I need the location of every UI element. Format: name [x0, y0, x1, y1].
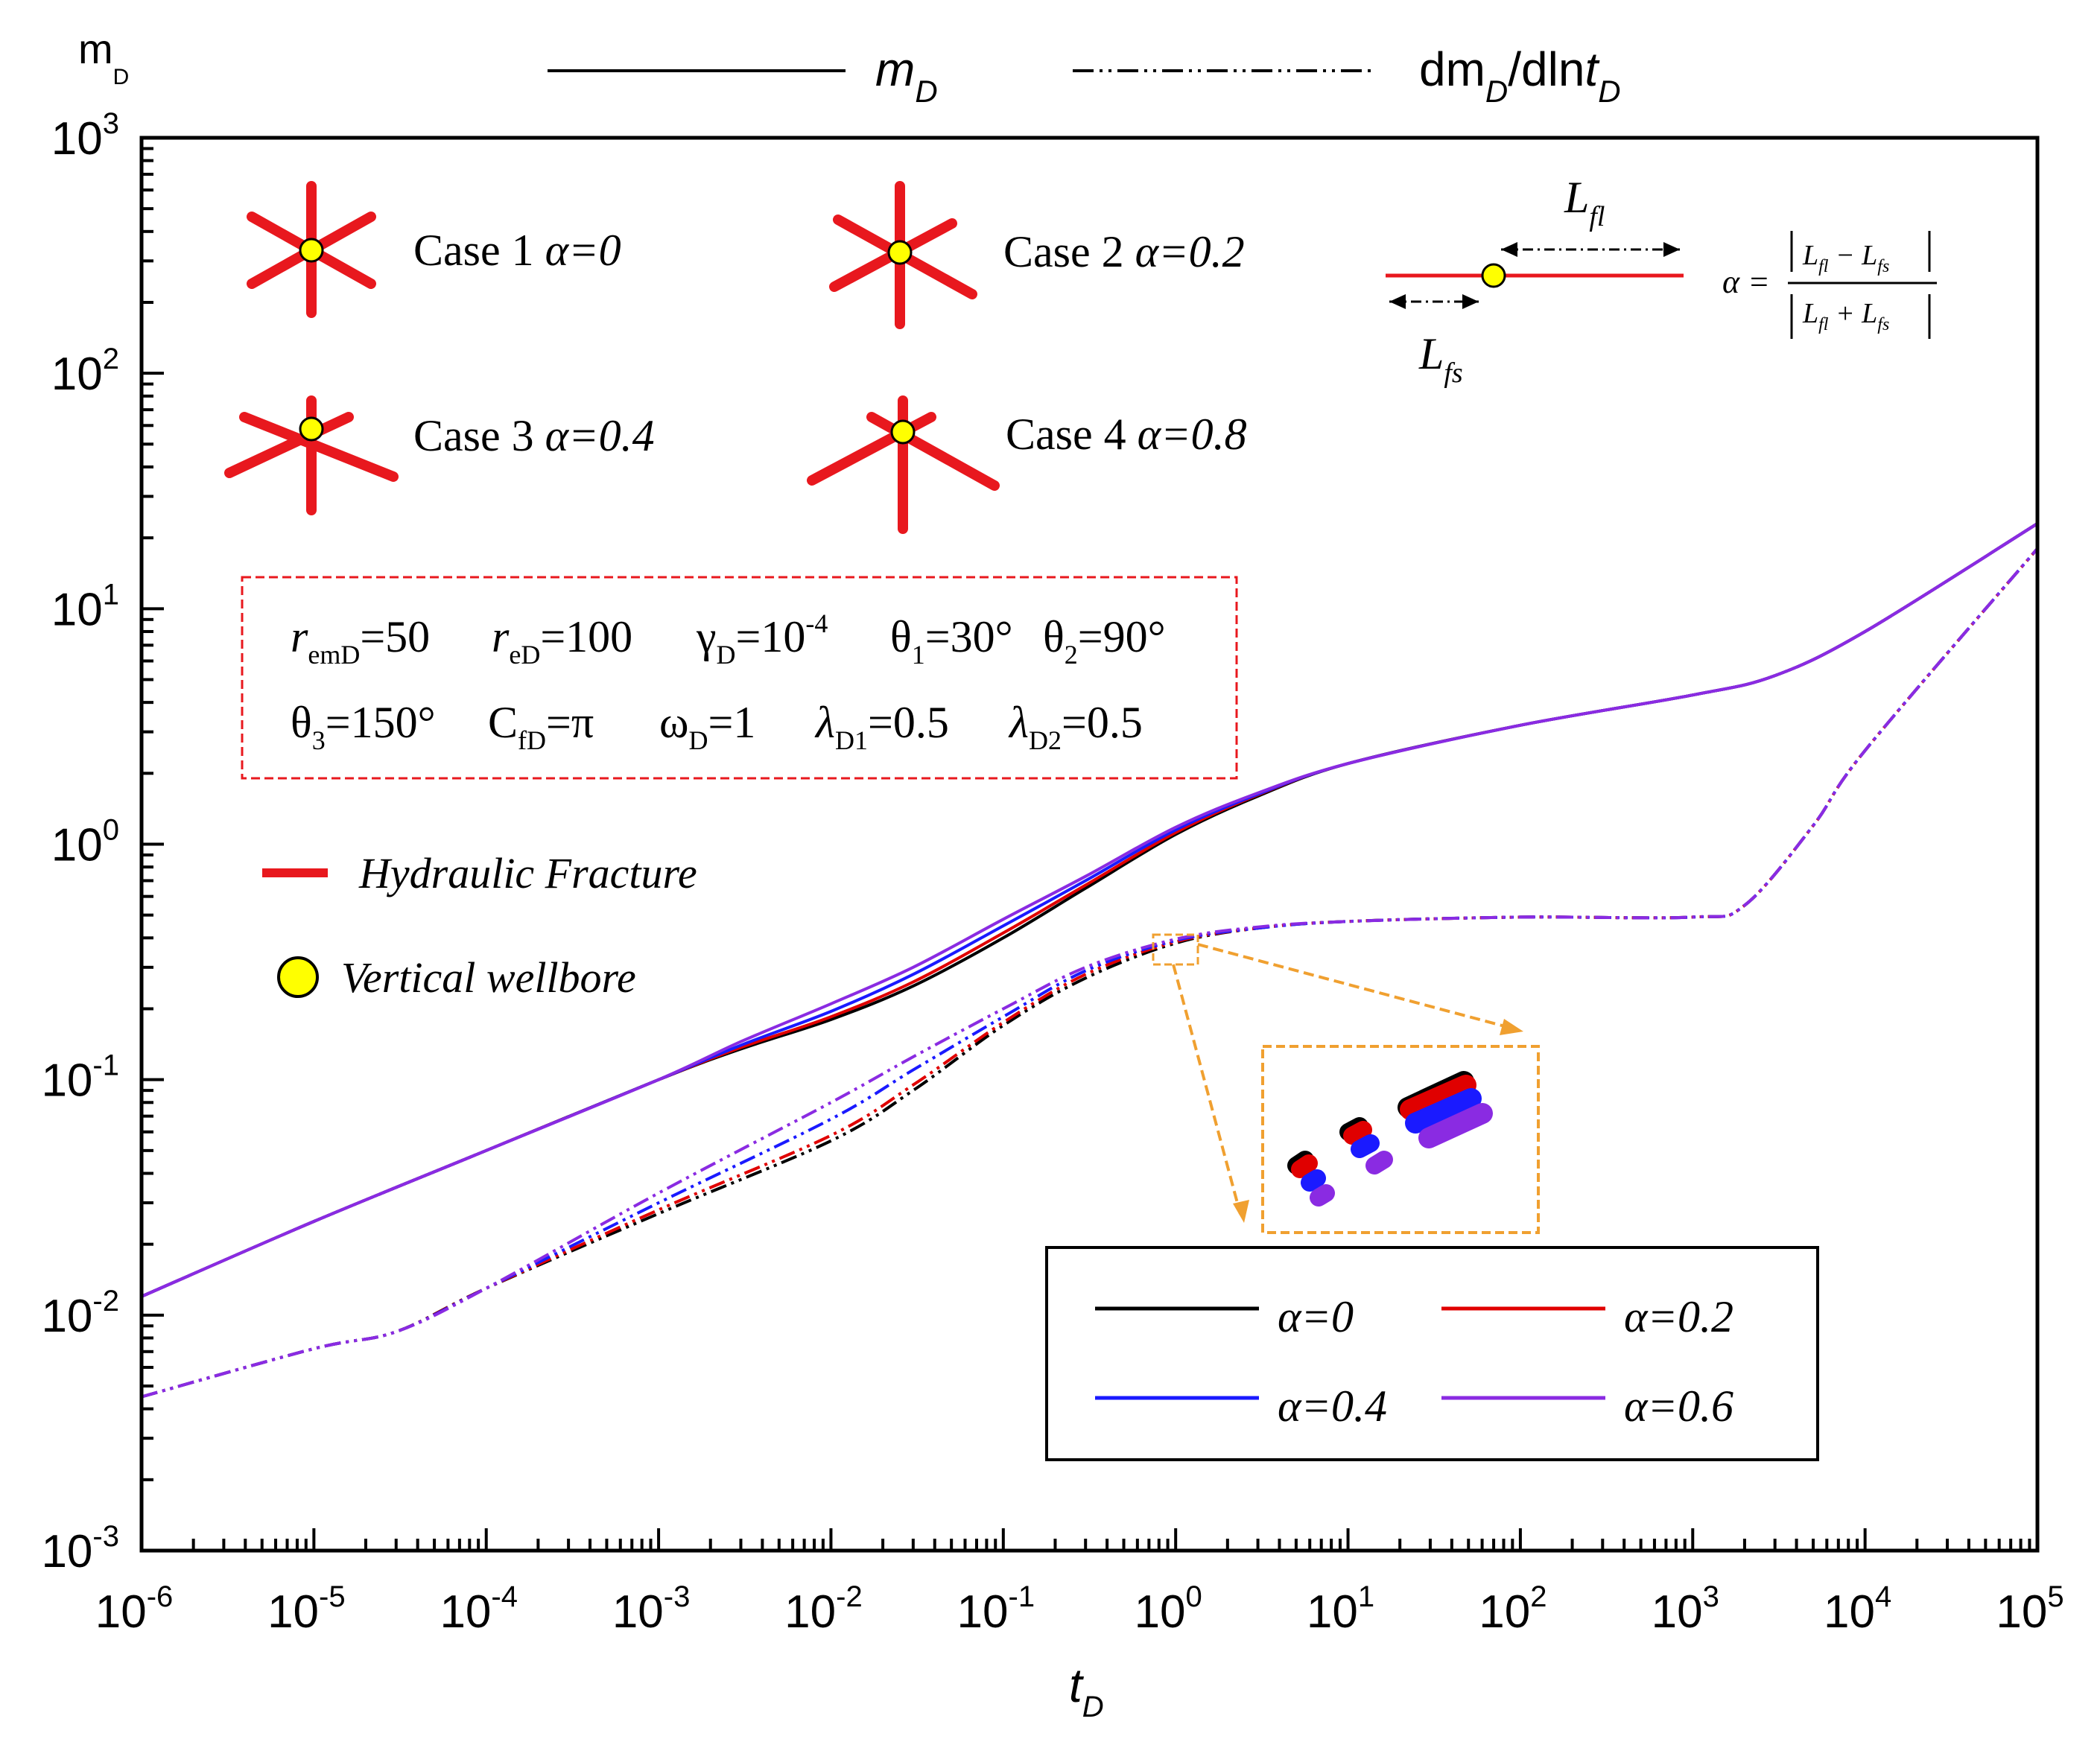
param-1-1: CfD=π: [488, 698, 594, 755]
param-1-2: ωD=1: [659, 698, 755, 755]
case-1-label: Case 1 α=0: [413, 226, 621, 275]
dmD-curve-series-2: [141, 547, 2039, 1399]
y-tick-label: 102: [51, 343, 119, 400]
case-4: Case 4 α=0.8: [807, 395, 1247, 534]
case-2: Case 2 α=0.2: [829, 181, 1245, 329]
case-4-label: Case 4 α=0.8: [1006, 410, 1247, 459]
case-3-wellbore-icon: [299, 416, 324, 442]
zoom-arrowhead-1: [1500, 1019, 1523, 1035]
fracture-length-schematic: Lfl Lfs: [1386, 173, 1684, 389]
style-legend-dashdot-label: dmD/dlntD: [1419, 42, 1621, 109]
legend-label-alpha-0.4: α=0.4: [1278, 1382, 1387, 1431]
legend-label-alpha-0.6: α=0.6: [1624, 1382, 1733, 1431]
param-1-0: θ3=150°: [291, 698, 436, 755]
x-tick-label: 100: [1135, 1580, 1202, 1638]
schematic-wellbore-icon: [1481, 263, 1506, 288]
style-legend-solid-label: mD: [875, 42, 938, 109]
y-axis-title: mD: [78, 25, 129, 89]
zoom-arrow-1: [1197, 943, 1517, 1031]
formula-numerator: Lfl − Lfs: [1802, 240, 1889, 276]
case-3-label: Case 3 α=0.4: [413, 411, 655, 460]
hydraulic-fracture-label: Hydraulic Fracture: [358, 849, 697, 897]
y-tick-label: 10-3: [41, 1520, 119, 1577]
y-tick-label: 10-1: [41, 1049, 119, 1107]
case-2-label: Case 2 α=0.2: [1003, 227, 1245, 276]
param-1-3: λD1=0.5: [814, 698, 949, 755]
axis-ticks: [140, 136, 2039, 1552]
y-tick-label: 103: [51, 107, 119, 165]
legend-label-alpha-0.2: α=0.2: [1624, 1292, 1733, 1341]
x-tick-label: 102: [1479, 1580, 1547, 1638]
schematic-lfl-label: Lfl: [1564, 173, 1605, 232]
alpha-formula: α = Lfl − Lfs Lfl + Lfs: [1722, 231, 1937, 339]
param-0-1: reD=100: [492, 612, 632, 670]
vertical-wellbore-symbol: [277, 956, 319, 998]
parameter-box: [241, 576, 1238, 780]
case-1-wellbore-icon: [299, 238, 324, 263]
zoom-inset: [1152, 933, 1540, 1234]
x-axis-title: tD: [1069, 1659, 1104, 1723]
x-tick-label: 10-5: [267, 1580, 346, 1638]
x-tick-label: 104: [1824, 1580, 1891, 1638]
zoom-inset-box: [1261, 1045, 1540, 1234]
case-2-wellbore-icon: [887, 240, 913, 265]
dmD-curve-series-3: [141, 547, 2039, 1399]
param-0-3: θ1=30°: [890, 612, 1013, 670]
x-tick-label: 10-4: [440, 1580, 518, 1638]
case-3: Case 3 α=0.4: [224, 395, 655, 515]
x-tick-label: 105: [1996, 1580, 2063, 1638]
legend-label-alpha-0: α=0: [1278, 1292, 1354, 1341]
zoom-arrow-2: [1172, 964, 1242, 1215]
zoom-arrowhead-2: [1233, 1200, 1249, 1223]
param-1-4: λD2=0.5: [1008, 698, 1143, 755]
alpha-legend-box: [1045, 1246, 1819, 1461]
parameter-text: remD=50 reD=100 γD=10-4 θ1=30° θ2=90° θ3=150°…: [291, 608, 1166, 755]
zoom-source-box: [1152, 933, 1199, 966]
y-tick-label: 101: [51, 578, 119, 635]
x-tick-label: 10-1: [957, 1580, 1035, 1638]
case-4-wellbore-icon: [890, 419, 916, 445]
zoom-inset-markers: [1287, 1071, 1493, 1207]
y-tick-label: 100: [51, 814, 119, 871]
param-0-2: γD=10-4: [696, 608, 828, 670]
formula-denominator: Lfl + Lfs: [1802, 298, 1889, 334]
y-tick-label: 10-2: [41, 1285, 119, 1342]
param-0-0: remD=50: [291, 612, 430, 670]
x-tick-label: 10-2: [784, 1580, 863, 1638]
schematic-lfs-label: Lfs: [1418, 329, 1463, 389]
axis-tick-labels: 10-6 10-5 10-4 10-3 10-2 10-1 100 101 102 103 104 1…: [41, 107, 2063, 1638]
x-tick-label: 10-6: [95, 1580, 174, 1638]
vertical-wellbore-label: Vertical wellbore: [341, 953, 636, 1002]
x-tick-label: 10-3: [612, 1580, 691, 1638]
param-0-4: θ2=90°: [1043, 612, 1166, 670]
x-tick-label: 103: [1652, 1580, 1719, 1638]
formula-lhs: α =: [1722, 264, 1770, 300]
curves: [141, 522, 2039, 1399]
mD-curve-series-3: [141, 522, 2039, 1298]
case-1: Case 1 α=0: [247, 181, 621, 318]
x-tick-label: 101: [1307, 1580, 1374, 1638]
